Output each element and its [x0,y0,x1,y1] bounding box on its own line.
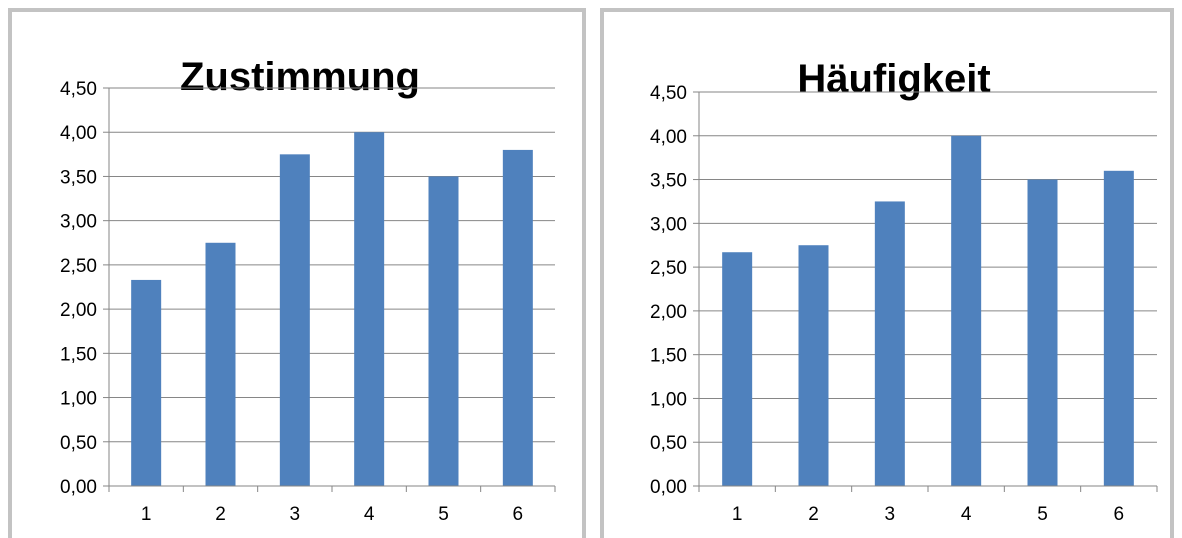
x-tick-label: 5 [1037,504,1048,525]
x-tick-label: 5 [438,504,449,525]
y-tick-label: 2,50 [60,256,97,277]
bar-5 [428,176,459,486]
x-tick-label: 2 [808,504,819,525]
bar-5 [1027,179,1058,487]
y-tick-label: 2,00 [650,302,687,323]
x-tick-label: 6 [513,504,524,525]
y-tick-label: 1,00 [650,389,687,410]
y-tick-label: 1,00 [60,389,97,410]
bar-3 [874,201,905,486]
chart-panel-zustimmung: Zustimmung 0,00 0,50 1,00 1,50 2,00 2,50 3,00 3… [8,8,586,538]
chart-haeufigkeit: Häufigkeit 0,00 0,50 1,00 1,50 2,00 2,50 3,00 3… [650,57,1158,525]
y-tick-label: 0,00 [650,477,687,498]
chart-panel-haeufigkeit: Häufigkeit 0,00 0,50 1,00 1,50 2,00 2,50 3,00 3… [600,8,1174,538]
y-tick-label: 3,50 [650,171,687,192]
bar-3 [279,154,310,487]
chart-title: Häufigkeit [797,57,990,101]
y-tick-label: 3,50 [60,167,97,188]
bar-6 [1103,170,1134,487]
chart-title: Zustimmung [180,55,420,99]
y-tick-label: 3,00 [60,212,97,233]
y-tick-label: 3,00 [650,214,687,235]
bar-1 [131,279,162,486]
x-tick-label: 1 [141,504,152,525]
x-tick-label: 1 [732,504,743,525]
y-tick-label: 4,00 [650,127,687,148]
x-tick-label: 4 [364,504,375,525]
chart-zustimmung: Zustimmung 0,00 0,50 1,00 1,50 2,00 2,50 3,00 3… [60,55,556,525]
bar-1 [722,252,753,486]
x-tick-label: 6 [1114,504,1125,525]
bar-2 [798,245,829,486]
y-tick-label: 0,50 [60,433,97,454]
x-tick-label: 3 [290,504,301,525]
bar-4 [354,132,385,486]
x-tick-label: 3 [885,504,896,525]
x-tick-label: 4 [961,504,972,525]
y-tick-label: 2,50 [650,258,687,279]
bar-2 [205,242,236,486]
x-tick-label: 2 [215,504,226,525]
y-tick-label: 2,00 [60,300,97,321]
y-tick-label: 4,50 [650,83,687,104]
y-tick-label: 0,00 [60,477,97,498]
y-tick-label: 4,50 [60,79,97,100]
y-tick-label: 1,50 [60,344,97,365]
y-tick-label: 1,50 [650,346,687,367]
bar-4 [951,135,982,486]
bar-6 [502,149,533,486]
y-tick-label: 0,50 [650,433,687,454]
y-tick-label: 4,00 [60,123,97,144]
